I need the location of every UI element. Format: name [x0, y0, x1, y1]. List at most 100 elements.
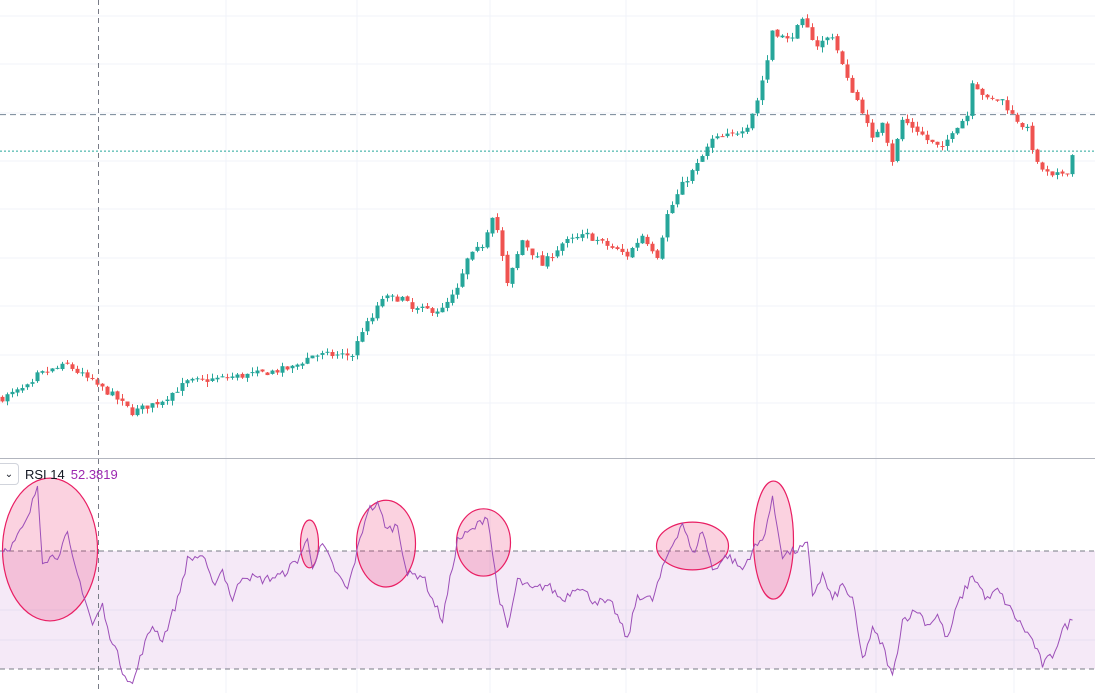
candle: [910, 118, 915, 133]
candle-body: [345, 353, 350, 356]
candle-body: [950, 133, 955, 139]
candle: [975, 82, 980, 90]
candle: [825, 36, 830, 45]
candle-body: [155, 401, 160, 405]
candle-body: [560, 243, 565, 251]
candle: [945, 134, 950, 151]
candle-body: [220, 376, 225, 378]
candle-body: [415, 308, 420, 310]
candle-body: [555, 250, 560, 257]
candle-body: [85, 372, 90, 378]
candle-body: [1060, 171, 1065, 174]
candle-body: [115, 391, 120, 400]
candle-body: [295, 364, 300, 367]
candle-body: [70, 364, 75, 369]
candle: [475, 241, 480, 253]
candle-body: [10, 391, 15, 395]
candle: [460, 268, 465, 288]
candle-body: [850, 77, 855, 93]
candle: [215, 375, 220, 383]
candle: [625, 248, 630, 260]
candle-body: [680, 181, 685, 195]
candle-body: [390, 295, 395, 297]
candle-body: [935, 141, 940, 145]
candle-body: [35, 372, 40, 382]
candle-body: [505, 254, 510, 284]
candle-body: [210, 378, 215, 381]
candle-body: [230, 376, 235, 378]
horizontal-lines[interactable]: [0, 114, 1095, 152]
annotation-ellipse: [655, 521, 730, 571]
candle-body: [695, 163, 700, 171]
candle: [980, 87, 985, 100]
candle-body: [1025, 126, 1030, 129]
candle-body: [120, 398, 125, 401]
candlestick-series: [0, 14, 1075, 417]
candle: [875, 129, 880, 138]
candle: [275, 368, 280, 375]
candle-body: [60, 363, 65, 370]
candle-body: [460, 273, 465, 287]
candle-body: [550, 257, 555, 259]
candle: [450, 289, 455, 306]
candle: [850, 75, 855, 93]
candle-body: [710, 138, 715, 148]
candle-body: [900, 119, 905, 140]
candle: [740, 127, 745, 138]
candle-body: [320, 353, 325, 355]
candle-body: [300, 363, 305, 366]
candle-body: [475, 246, 480, 251]
candle: [105, 385, 110, 396]
candle-body: [470, 251, 475, 260]
candle: [310, 355, 315, 359]
candle: [255, 366, 260, 377]
candle: [490, 217, 495, 237]
candle: [730, 129, 735, 137]
candle-body: [955, 127, 960, 134]
candle: [190, 377, 195, 383]
candle-body: [970, 83, 975, 116]
candle: [930, 139, 935, 144]
candle-body: [840, 51, 845, 65]
candle: [615, 245, 620, 251]
candle-body: [895, 138, 900, 162]
candle-body: [55, 367, 60, 369]
candle: [880, 122, 885, 136]
candle: [770, 30, 775, 62]
candle-body: [815, 40, 820, 47]
candle: [970, 80, 975, 120]
candle: [155, 399, 160, 408]
candle-body: [240, 373, 245, 378]
candle: [705, 143, 710, 160]
candle-body: [925, 134, 930, 141]
rsi-line: [2, 485, 1073, 685]
candle-body: [755, 100, 760, 114]
candle: [335, 351, 340, 359]
candle: [15, 387, 20, 397]
candle-body: [215, 377, 220, 380]
candle: [295, 363, 300, 370]
collapse-chevron-down-icon[interactable]: ⌄: [0, 463, 19, 485]
candle-body: [515, 254, 520, 269]
candle: [55, 365, 60, 370]
candle: [90, 374, 95, 381]
candle-body: [200, 378, 205, 380]
candle: [1040, 161, 1045, 172]
candle: [390, 294, 395, 302]
candle-body: [485, 232, 490, 248]
candle-body: [1030, 125, 1035, 151]
rsi-pane: [0, 477, 1095, 685]
candle: [870, 119, 875, 143]
candle: [1060, 169, 1065, 177]
candle-body: [360, 332, 365, 342]
candle-body: [170, 392, 175, 401]
candle: [175, 387, 180, 393]
candle: [560, 242, 565, 256]
candle: [965, 111, 970, 126]
candle-body: [865, 114, 870, 124]
candle: [765, 55, 770, 83]
candle-body: [855, 91, 860, 100]
candle-body: [190, 378, 195, 381]
candle-body: [735, 133, 740, 135]
